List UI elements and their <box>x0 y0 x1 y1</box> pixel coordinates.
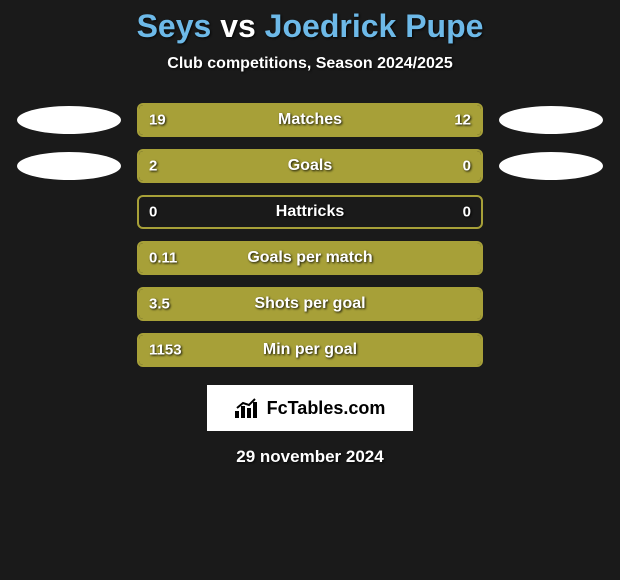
subtitle: Club competitions, Season 2024/2025 <box>0 55 620 73</box>
chart-icon <box>235 398 261 418</box>
player2-marker <box>499 152 603 180</box>
vs-label: vs <box>220 8 256 44</box>
stat-row: 1153 Min per goal <box>0 333 620 367</box>
player1-marker <box>17 152 121 180</box>
stat-value-left: 1153 <box>149 342 182 359</box>
stat-value-left: 0 <box>149 204 157 221</box>
stat-value-right: 0 <box>463 204 471 221</box>
stat-label: Goals per match <box>247 249 372 267</box>
stat-label: Matches <box>278 111 342 129</box>
stat-value-left: 2 <box>149 158 157 175</box>
stat-row: 3.5 Shots per goal <box>0 287 620 321</box>
stat-label: Hattricks <box>276 203 344 221</box>
stat-value-left: 0.11 <box>149 250 177 267</box>
logo-text: FcTables.com <box>267 398 386 419</box>
title: Seys vs Joedrick Pupe <box>0 8 620 45</box>
stat-bar: 2 Goals 0 <box>137 149 483 183</box>
stat-rows: 19 Matches 12 2 Goals 0 0 Hattricks 0 0.11 Goals p… <box>0 103 620 367</box>
stat-row: 19 Matches 12 <box>0 103 620 137</box>
stat-label: Shots per goal <box>254 295 365 313</box>
stat-row: 2 Goals 0 <box>0 149 620 183</box>
stat-label: Min per goal <box>263 341 357 359</box>
logo: FcTables.com <box>207 385 413 431</box>
player2-name: Joedrick Pupe <box>265 8 484 44</box>
stat-value-right: 0 <box>463 158 471 175</box>
stat-value-right: 12 <box>454 112 471 129</box>
date: 29 november 2024 <box>0 447 620 467</box>
stat-bar: 1153 Min per goal <box>137 333 483 367</box>
stat-row: 0 Hattricks 0 <box>0 195 620 229</box>
stat-label: Goals <box>288 157 332 175</box>
stat-bar: 0.11 Goals per match <box>137 241 483 275</box>
stat-bar: 19 Matches 12 <box>137 103 483 137</box>
stat-row: 0.11 Goals per match <box>0 241 620 275</box>
bar-fill-left <box>139 151 402 181</box>
player1-marker <box>17 106 121 134</box>
stat-bar: 3.5 Shots per goal <box>137 287 483 321</box>
comparison-infographic: Seys vs Joedrick Pupe Club competitions,… <box>0 0 620 467</box>
stat-value-left: 19 <box>149 112 166 129</box>
player2-marker <box>499 106 603 134</box>
player1-name: Seys <box>137 8 212 44</box>
stat-value-left: 3.5 <box>149 296 170 313</box>
stat-bar: 0 Hattricks 0 <box>137 195 483 229</box>
